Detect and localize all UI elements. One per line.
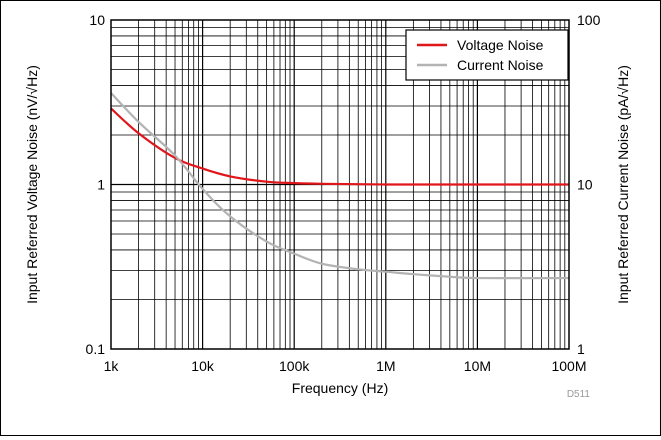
right-y-tick-label: 100 xyxy=(577,12,601,28)
tick-labels: 1k 10k 100k 1M 10M 100M 0.1 1 10 1 10 100 xyxy=(86,12,601,374)
legend-label-current-noise: Current Noise xyxy=(457,57,544,73)
x-tick-label: 10k xyxy=(191,358,215,374)
figure-code-label: D511 xyxy=(567,389,591,400)
x-tick-label: 1M xyxy=(376,358,395,374)
right-y-axis-label: Input Referred Current Noise (pA/√Hz) xyxy=(615,65,631,304)
x-tick-label: 100k xyxy=(279,358,310,374)
legend-label-voltage-noise: Voltage Noise xyxy=(457,37,544,53)
x-tick-label: 100M xyxy=(551,358,586,374)
left-y-axis-label: Input Referred Voltage Noise (nV/√Hz) xyxy=(24,65,40,304)
series-line-voltage-noise xyxy=(110,107,569,186)
left-y-tick-label: 10 xyxy=(89,12,105,28)
legend: Voltage Noise Current Noise xyxy=(405,29,569,81)
x-axis-label: Frequency (Hz) xyxy=(292,380,388,396)
right-y-tick-label: 1 xyxy=(577,341,585,357)
left-y-tick-label: 0.1 xyxy=(86,341,106,357)
left-y-tick-label: 1 xyxy=(97,177,105,193)
plot-area-border xyxy=(110,19,570,350)
series-line-current-noise xyxy=(110,92,570,280)
series xyxy=(110,92,570,280)
grid xyxy=(111,20,569,349)
x-tick-label: 1k xyxy=(104,358,120,374)
legend-box xyxy=(405,29,569,81)
x-tick-label: 10M xyxy=(464,358,491,374)
right-y-tick-label: 10 xyxy=(577,177,593,193)
